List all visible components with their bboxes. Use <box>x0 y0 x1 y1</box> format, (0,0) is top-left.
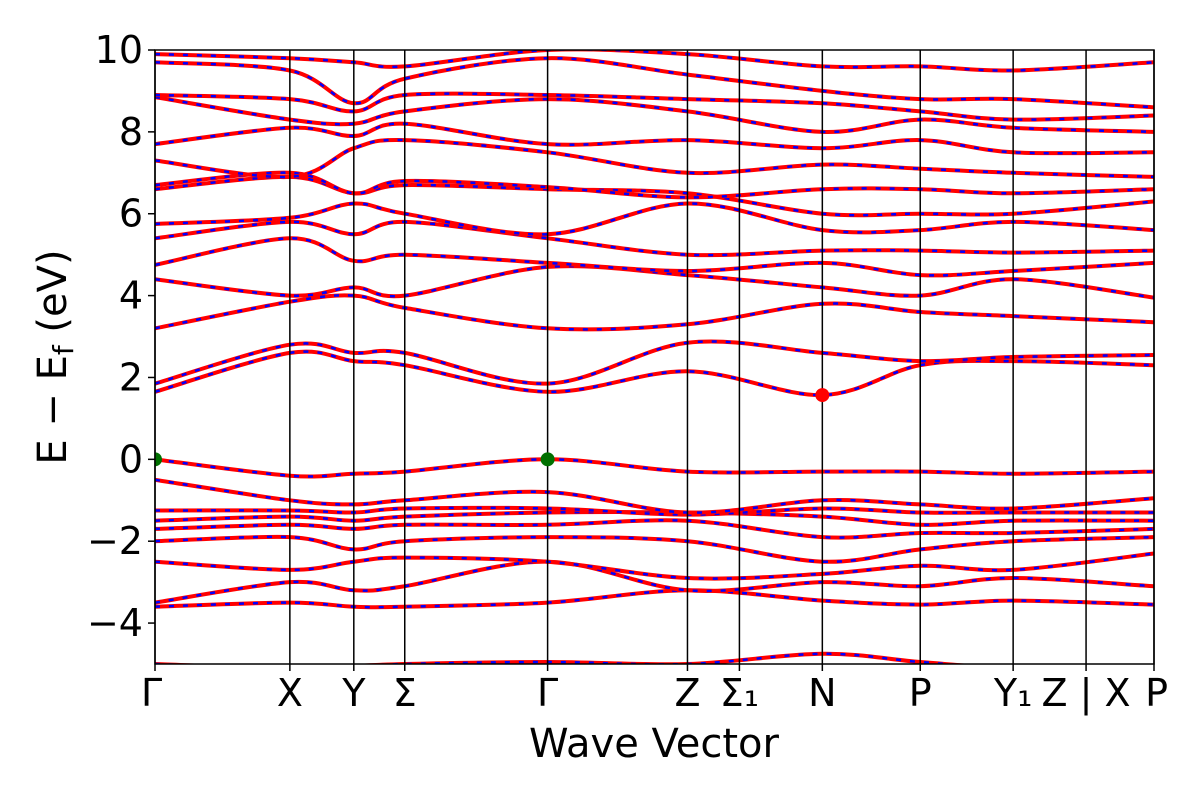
y-tick-label-6: 8 <box>119 110 143 154</box>
band-5-spin-down <box>155 535 1154 564</box>
x-tick-label-2: Y <box>341 671 366 715</box>
cbm-marker-0 <box>815 388 830 403</box>
band-3-spin-down <box>155 560 1154 604</box>
band-19-spin-up <box>155 170 1154 200</box>
x-tick-label-3: Σ <box>393 671 417 715</box>
band-lines <box>155 50 1154 664</box>
y-axis-label-main: E − E <box>30 355 76 465</box>
band-17-spin-up <box>155 201 1154 237</box>
band-10-spin-down <box>155 458 1154 478</box>
band-9-spin-down <box>155 478 1154 514</box>
band-20-spin-down <box>155 138 1154 179</box>
y-tick-label-1: −2 <box>87 519 143 563</box>
band-21-spin-up <box>155 121 1154 156</box>
band-4-spin-down <box>155 552 1154 580</box>
y-tick-label-3: 2 <box>119 355 143 399</box>
band-4-spin-up <box>155 551 1154 581</box>
x-tick-label-1: X <box>277 671 303 715</box>
plot-frame <box>154 49 1155 665</box>
x-tick-label-5: Z <box>674 671 700 715</box>
band-8-spin-down <box>155 506 1154 516</box>
band-13-spin-down <box>155 294 1154 331</box>
y-axis-label-sub: f <box>47 344 80 355</box>
band-17-spin-down <box>155 202 1154 236</box>
vbm-marker-0 <box>155 452 162 467</box>
band-11-spin-down <box>155 350 1154 397</box>
x-axis-ticks: Γ X Y Σ Γ Z Σ₁ N P Y₁ Z | X P <box>141 664 1168 716</box>
band-6-spin-down <box>155 519 1154 539</box>
band-1-spin-down <box>155 652 961 664</box>
y-axis-label: E − Ef (eV) <box>30 249 80 464</box>
band-15-spin-down <box>155 237 1154 277</box>
x-tick-label-0: Γ <box>141 671 162 715</box>
x-tick-label-7: N <box>808 671 836 715</box>
x-tick-label-4: Γ <box>537 671 558 715</box>
band-12-spin-up <box>155 339 1154 386</box>
band-23-spin-down <box>155 92 1154 121</box>
x-tick-label-9: Y₁ <box>993 671 1032 715</box>
band-10-spin-up <box>155 457 1154 479</box>
band-20-spin-up <box>155 137 1154 180</box>
band-1-spin-up <box>155 651 971 664</box>
band-2-spin-down <box>155 589 1154 609</box>
vbm-marker-1 <box>540 452 555 467</box>
y-tick-label-5: 6 <box>119 192 143 236</box>
band-13-spin-up <box>155 293 1154 332</box>
band-edge-markers <box>155 388 830 467</box>
band-24-spin-up <box>155 56 1154 110</box>
y-tick-label-2: 0 <box>119 437 143 481</box>
band-25-spin-up <box>155 50 1154 73</box>
y-tick-label-7: 10 <box>95 28 143 72</box>
band-25-spin-down <box>155 50 1154 72</box>
band-22-spin-down <box>155 95 1154 134</box>
y-axis-ticks: −4 −2 0 2 4 6 8 10 <box>87 28 155 645</box>
y-axis-label-unit: (eV) <box>30 249 76 345</box>
band-2-spin-up <box>155 588 1154 610</box>
y-tick-label-4: 4 <box>119 274 143 318</box>
x-tick-label-6: Σ₁ <box>720 671 759 715</box>
x-axis-label: Wave Vector <box>529 721 780 767</box>
x-tick-label-8: P <box>909 671 932 715</box>
x-tick-label-10: Z | X <box>1042 671 1131 716</box>
x-tick-label-11: P <box>1145 671 1168 715</box>
y-tick-label-0: −4 <box>87 601 143 645</box>
band-16-spin-down <box>155 220 1154 257</box>
